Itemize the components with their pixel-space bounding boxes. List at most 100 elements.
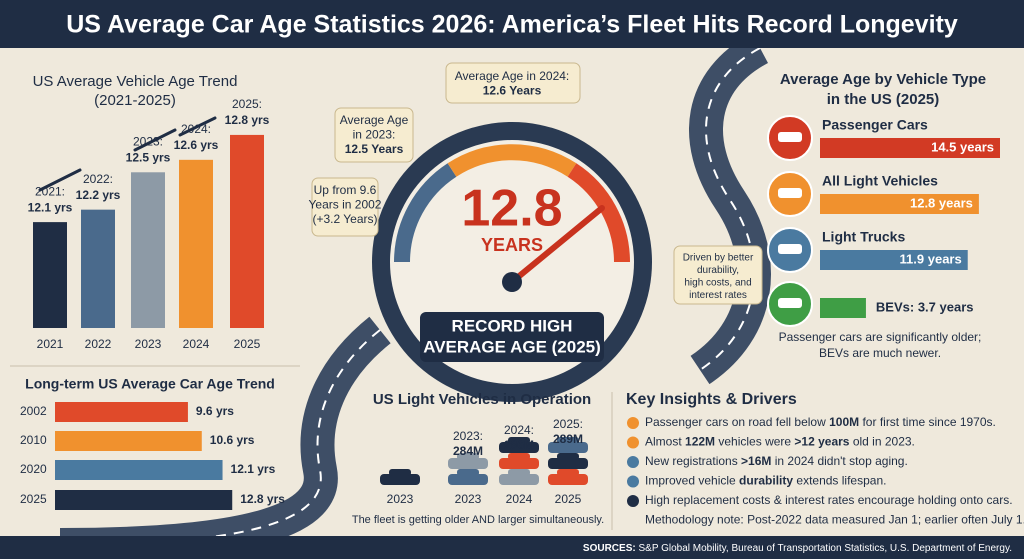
trend-arrow (38, 168, 82, 192)
x-tick-label: 2024 (183, 337, 210, 351)
car-icon (499, 474, 539, 485)
bar-annotation: 2022: (83, 172, 113, 186)
car-roof (557, 453, 579, 460)
gauge-arc (567, 163, 630, 263)
insight-text: 100M (829, 415, 859, 429)
category-label: Passenger Cars (822, 117, 928, 133)
car-roof (557, 469, 579, 476)
callout-text: 12.5 Years (345, 142, 404, 156)
fleet-label: 2023 (455, 492, 482, 506)
bar (179, 159, 213, 328)
insight-text: for first time since 1970s. (859, 415, 996, 429)
category-label: Light Trucks (822, 229, 905, 245)
bar (55, 402, 188, 422)
chart-title: US Average Vehicle Age Trend (33, 73, 238, 90)
value-label: 12.1 yrs (28, 200, 73, 214)
fleet-year: 2024: (504, 423, 534, 437)
vehicle-glyph (778, 132, 802, 142)
callout-text: Driven by better (683, 253, 754, 264)
bar (820, 250, 968, 270)
callout-text: high costs, and (684, 278, 751, 289)
car-roof (508, 453, 530, 460)
car-roof (508, 469, 530, 476)
fleet-label: 2025 (555, 492, 582, 506)
vehicle-glyph (778, 298, 802, 308)
car-roof (557, 437, 579, 444)
fleet-label: 2023 (387, 492, 414, 506)
callout-text: Average Age in 2024: (455, 69, 570, 83)
insight-item: New registrations >16M in 2024 didn't st… (645, 454, 908, 468)
section-title: US Light Vehicles in Operation (373, 391, 591, 408)
bar-annotation: 2025: (232, 97, 262, 111)
value-label: 9.6 yrs (196, 404, 234, 418)
value-label: 12.6 yrs (174, 138, 219, 152)
footer-band (0, 536, 1024, 559)
callout-text: Years in 2002 (309, 198, 382, 212)
insight-text: High replacement costs & interest rates … (645, 493, 1013, 507)
bar-annotation: 2023: (133, 134, 163, 148)
insight-item: Improved vehicle durability extends life… (645, 474, 886, 488)
value-label: 12.8 yrs (225, 113, 270, 127)
insight-text: old in 2023. (849, 435, 914, 449)
gauge (372, 122, 652, 402)
insight-text: Almost (645, 435, 685, 449)
bullet (627, 417, 639, 429)
bullet (627, 475, 639, 488)
vehicle-glyph (778, 244, 802, 254)
y-tick-label: 2020 (20, 462, 47, 476)
value-label: 12.8 years (910, 195, 973, 210)
insight-text: in 2024 didn't stop aging. (771, 454, 907, 468)
category-label: All Light Vehicles (822, 173, 938, 189)
chart-title: Average Age by Vehicle Type (780, 71, 986, 88)
gauge-arc (447, 144, 577, 177)
value-label: 14.5 years (931, 139, 994, 154)
callout-text: durability, (697, 265, 739, 276)
value-label: 12.2 yrs (76, 188, 121, 202)
y-tick-label: 2025 (20, 492, 47, 506)
chart-subtitle: (2021-2025) (94, 92, 176, 109)
footer-text: SOURCES: (583, 543, 636, 554)
insight-text: Methodology note: Post-2022 data measure… (645, 513, 1024, 527)
gauge-caption: RECORD HIGH (452, 316, 573, 335)
callout-box (673, 245, 763, 305)
gauge-arc (394, 163, 457, 263)
page-title: US Average Car Age Statistics 2026: Amer… (66, 11, 958, 39)
gauge-value: 12.8 (461, 180, 562, 238)
value-label: 12.5 yrs (126, 150, 171, 164)
bullet (627, 495, 639, 507)
car-icon (448, 458, 488, 469)
chart-subtitle: in the US (2025) (827, 91, 940, 108)
chart-note: Passenger cars are significantly older; (779, 330, 982, 344)
chart-note: BEVs are much newer. (819, 346, 941, 360)
car-icon (380, 474, 420, 485)
vehicle-glyph (778, 188, 802, 198)
section-title: Key Insights & Drivers (626, 391, 797, 408)
bar (81, 209, 115, 328)
insight-item: Passenger cars on road fell below 100M f… (645, 415, 996, 429)
insight-item: Methodology note: Post-2022 data measure… (645, 513, 1024, 527)
insight-text: New registrations (645, 454, 741, 468)
bar (55, 460, 223, 480)
value-label: 12.8 yrs (240, 492, 285, 506)
footer-text: S&P Global Mobility, Bureau of Transport… (636, 543, 1012, 554)
bar (820, 298, 866, 318)
bar (55, 431, 202, 451)
x-tick-label: 2023 (135, 337, 162, 351)
car-roof (389, 469, 411, 476)
callout-text: (+3.2 Years) (312, 212, 377, 226)
bar (33, 222, 67, 328)
insight-text: >12 years (794, 435, 849, 449)
callout-box (445, 62, 581, 104)
header-band (0, 0, 1024, 48)
fleet-value: 286M (504, 438, 534, 452)
insight-text: Improved vehicle (645, 474, 739, 488)
callout-box (311, 177, 379, 237)
value-label: 12.1 yrs (231, 462, 276, 476)
callout-box (334, 107, 414, 163)
car-roof (457, 453, 479, 460)
car-roof (457, 469, 479, 476)
gauge-caption: AVERAGE AGE (2025) (423, 337, 601, 356)
insight-item: Almost 122M vehicles were >12 years old … (645, 435, 915, 449)
bar (55, 490, 233, 510)
